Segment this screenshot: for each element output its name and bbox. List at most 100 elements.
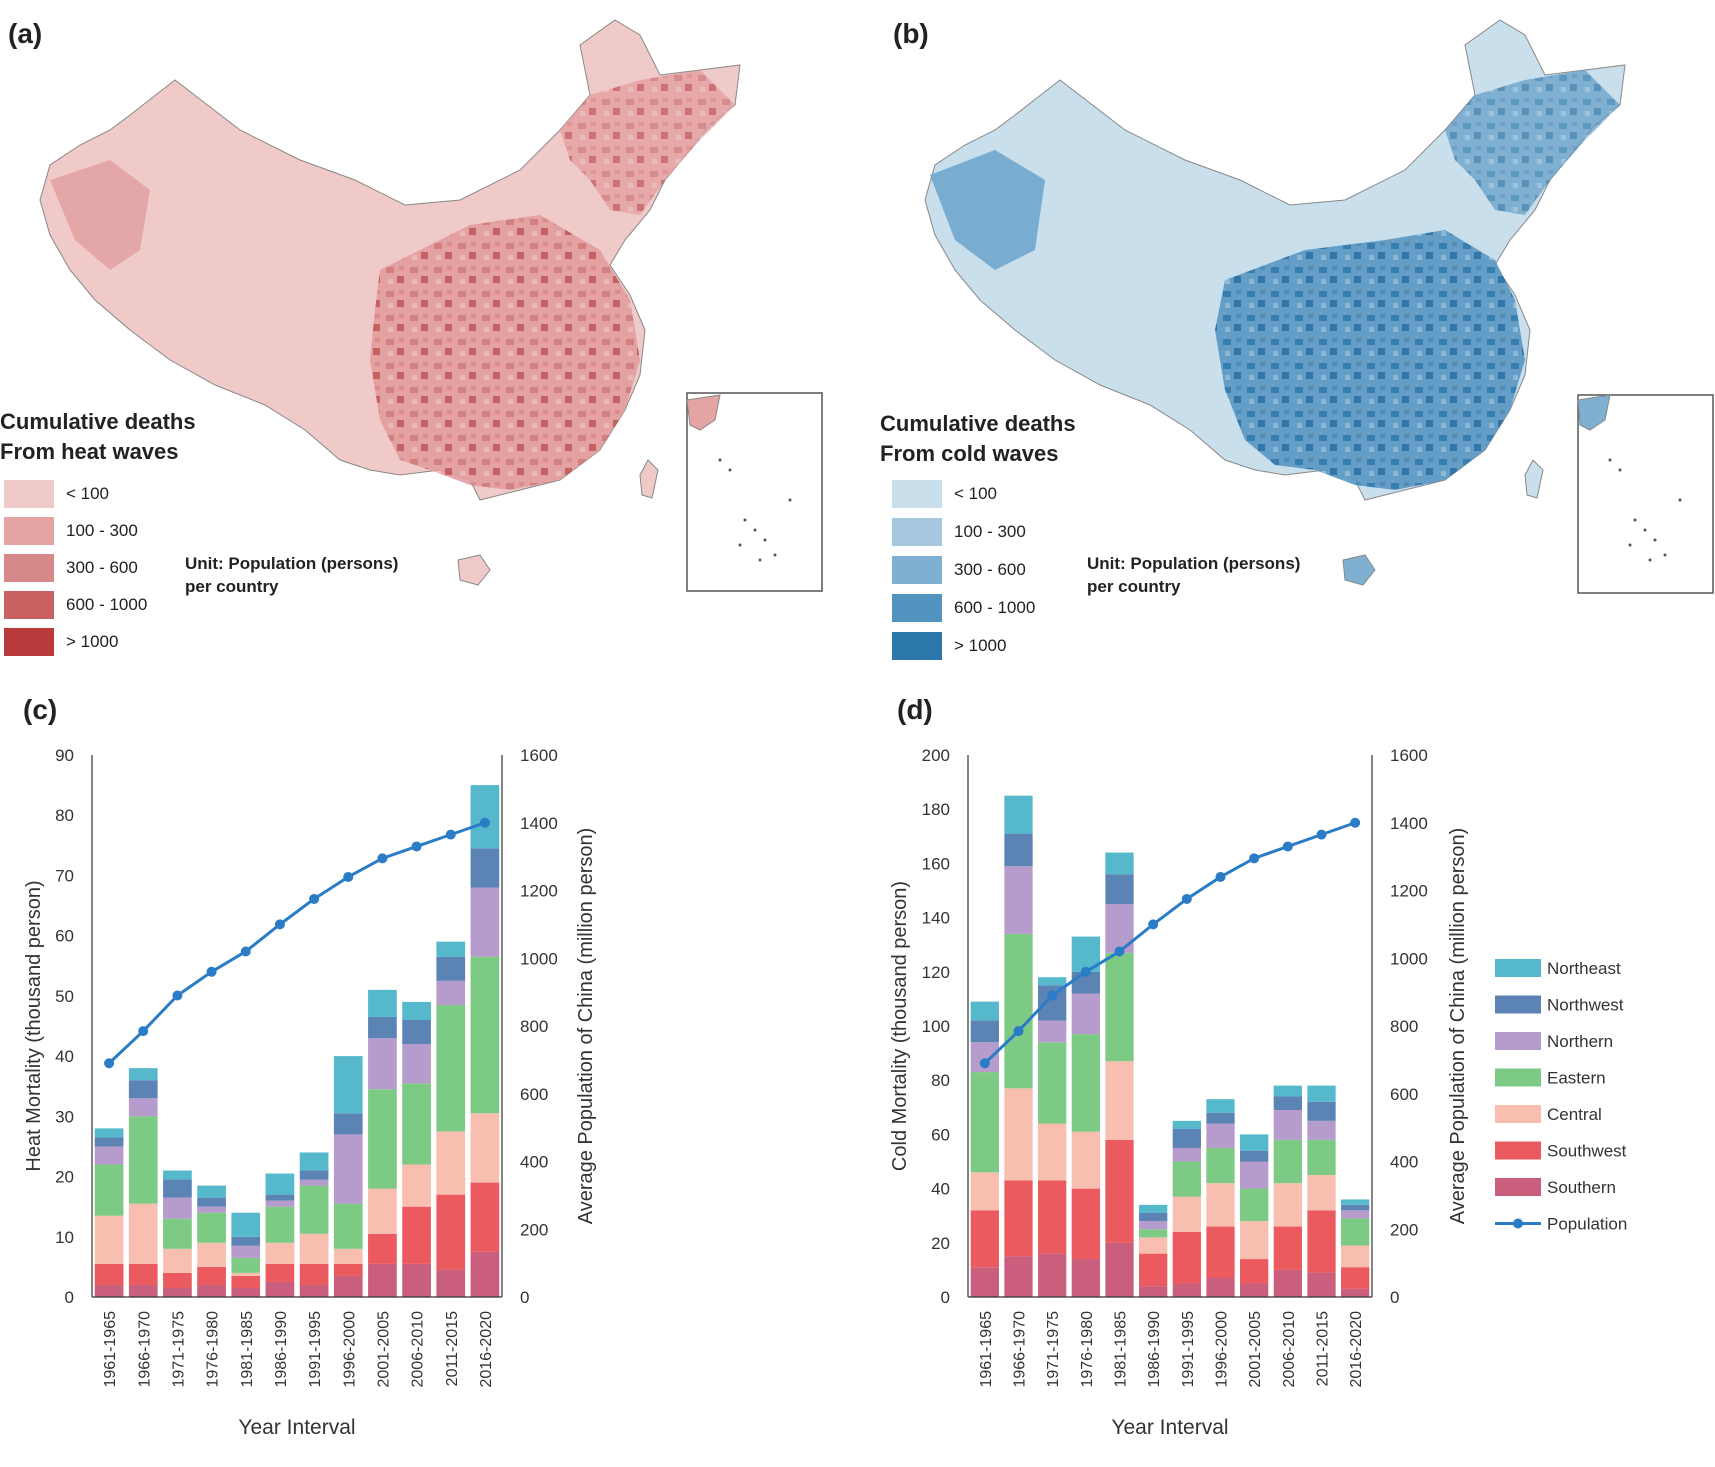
bar-segment-southwest bbox=[970, 1210, 999, 1268]
bar-segment-northwest bbox=[1004, 833, 1033, 867]
legend-label-southwest: Southwest bbox=[1547, 1142, 1627, 1161]
bar-segment-central bbox=[1240, 1221, 1269, 1260]
south-china-sea-inset bbox=[686, 392, 823, 592]
cold-legend-title-line1: Cumulative deaths bbox=[880, 411, 1076, 436]
y2-tick-label: 1600 bbox=[520, 746, 558, 765]
bar-segment-northwest bbox=[299, 1170, 329, 1180]
x-tick-label: 1996-2000 bbox=[1214, 1311, 1231, 1388]
x-axis-title: Year Interval bbox=[1111, 1416, 1228, 1439]
x-tick-label: 1976-1980 bbox=[1079, 1311, 1096, 1388]
bar-segment-central bbox=[970, 1172, 999, 1211]
y-axis-title: Cold Mortality (thousand person) bbox=[889, 881, 911, 1171]
x-tick-label: 1966-1970 bbox=[136, 1311, 153, 1388]
bar-segment-southern bbox=[265, 1281, 295, 1297]
x-axis-title: Year Interval bbox=[238, 1416, 355, 1439]
bar-segment-northern bbox=[163, 1197, 192, 1219]
bar-segment-northeast bbox=[1307, 1085, 1336, 1102]
population-point bbox=[206, 966, 217, 977]
bar-segment-northwest bbox=[402, 1019, 431, 1045]
bar-segment-northern bbox=[1206, 1123, 1235, 1148]
bar-segment-eastern bbox=[265, 1206, 295, 1243]
legend-label-population: Population bbox=[1547, 1215, 1627, 1234]
legend-swatch-southern bbox=[1495, 1178, 1541, 1196]
unit-note-line1: Unit: Population (persons) bbox=[1087, 554, 1301, 573]
bar-segment-northwest bbox=[1307, 1101, 1336, 1121]
bar-segment-eastern bbox=[970, 1072, 999, 1173]
cold-unit-note: Unit: Population (persons) per country bbox=[1087, 552, 1300, 598]
legend-label-northwest: Northwest bbox=[1547, 996, 1624, 1015]
bar-segment-central bbox=[265, 1242, 295, 1264]
bar-segment-northern bbox=[299, 1179, 329, 1186]
y2-tick-label: 200 bbox=[520, 1220, 548, 1239]
legend-swatch bbox=[892, 632, 942, 660]
y-tick-label: 0 bbox=[941, 1288, 950, 1307]
bar-segment-eastern bbox=[1307, 1139, 1336, 1176]
bar-segment-central bbox=[163, 1248, 192, 1273]
bar-segment-northeast bbox=[436, 941, 466, 957]
bar-segment-eastern bbox=[197, 1212, 226, 1243]
bar-segment-southwest bbox=[128, 1263, 158, 1285]
legend-label: > 1000 bbox=[66, 632, 119, 651]
legend-swatch bbox=[892, 594, 942, 622]
bar-segment-northwest bbox=[470, 848, 500, 888]
cold-legend-item: < 100 bbox=[892, 480, 997, 508]
bar-segment-northwest bbox=[1105, 874, 1134, 905]
y-tick-label: 60 bbox=[931, 1125, 950, 1144]
bar-segment-southern bbox=[197, 1284, 226, 1297]
legend-label: 100 - 300 bbox=[954, 522, 1026, 541]
bar-segment-southern bbox=[94, 1284, 124, 1297]
bar-segment-eastern bbox=[1139, 1229, 1168, 1238]
population-point bbox=[1316, 829, 1327, 840]
bar-segment-northern bbox=[1105, 904, 1134, 953]
bar-segment-northeast bbox=[402, 1001, 431, 1020]
heat-mortality-chart: 0 10 20 30 40 50 60 70 80 90 0 200 400 600 800 1000 1200… bbox=[23, 746, 597, 1439]
bar-segment-central bbox=[333, 1248, 363, 1264]
y2-tick-label: 0 bbox=[520, 1288, 529, 1307]
bar-segment-central bbox=[94, 1215, 124, 1264]
dense-region-northeast bbox=[1445, 70, 1620, 215]
cold-legend-title: Cumulative deaths From cold waves bbox=[880, 409, 1076, 469]
bar-segment-southwest bbox=[1139, 1253, 1168, 1287]
bar-segment-northern bbox=[470, 887, 500, 957]
y2-tick-label: 400 bbox=[520, 1153, 548, 1172]
bar-segment-eastern bbox=[1240, 1188, 1269, 1222]
bar-segment-eastern bbox=[1206, 1147, 1235, 1184]
bar-segment-northern bbox=[1240, 1161, 1269, 1189]
unit-note-line2: per country bbox=[185, 577, 279, 596]
bar-segment-northeast bbox=[231, 1212, 261, 1237]
bar-segment-northeast bbox=[1341, 1199, 1370, 1205]
bar-segment-southern bbox=[231, 1287, 261, 1297]
legend-label: 600 - 1000 bbox=[66, 595, 148, 614]
bar-segment-northwest bbox=[970, 1020, 999, 1043]
bar-segment-northern bbox=[1139, 1221, 1168, 1230]
bar-segment-central bbox=[1172, 1196, 1201, 1232]
bar-segment-northwest bbox=[265, 1194, 295, 1201]
population-point bbox=[1013, 1026, 1024, 1037]
bar-segment-northeast bbox=[299, 1152, 329, 1171]
legend-swatch-northwest bbox=[1495, 995, 1541, 1014]
y2-tick-label: 1400 bbox=[1390, 814, 1428, 833]
bar-segment-northern bbox=[1071, 993, 1100, 1035]
cold-wave-map bbox=[924, 19, 1714, 594]
bar-segment-southwest bbox=[470, 1182, 500, 1252]
population-point bbox=[479, 817, 490, 828]
population-point bbox=[979, 1058, 990, 1069]
dense-region-east bbox=[370, 215, 640, 490]
y2-tick-label: 1200 bbox=[520, 882, 558, 901]
x-tick-label: 2001-2005 bbox=[375, 1311, 392, 1388]
bar-segment-northeast bbox=[1240, 1134, 1269, 1151]
legend-label: > 1000 bbox=[954, 636, 1007, 655]
bar-segment-eastern bbox=[128, 1116, 158, 1204]
bar-segment-eastern bbox=[299, 1185, 329, 1234]
cold-legend-item: 600 - 1000 bbox=[892, 594, 1035, 622]
bar-segment-southwest bbox=[368, 1233, 397, 1264]
y-tick-label: 20 bbox=[931, 1234, 950, 1253]
bar-segment-central bbox=[197, 1242, 226, 1267]
population-point bbox=[1114, 946, 1125, 957]
bar-segment-southwest bbox=[1071, 1188, 1100, 1260]
unit-note-line2: per country bbox=[1087, 577, 1181, 596]
legend-swatch bbox=[4, 480, 54, 508]
bar-segment-southwest bbox=[1206, 1226, 1235, 1279]
bar-segment-eastern bbox=[231, 1257, 261, 1273]
y2-axis-title: Average Population of China (million per… bbox=[1447, 828, 1469, 1225]
